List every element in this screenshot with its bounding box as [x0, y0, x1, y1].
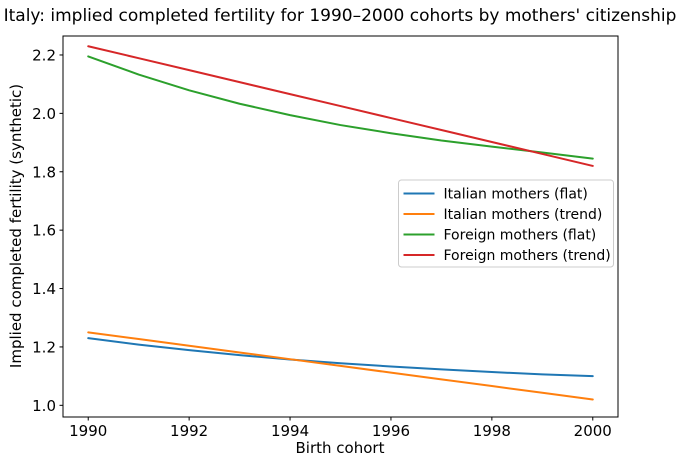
x-tick-label: 1994	[271, 422, 309, 440]
legend-entry-label: Foreign mothers (trend)	[444, 248, 611, 264]
x-tick-label: 1998	[473, 422, 511, 440]
y-tick-label: 1.8	[32, 163, 56, 181]
x-axis-ticks: 1990 1992 1994 1996 1998 2000	[69, 417, 612, 440]
y-tick-label: 1.2	[32, 338, 56, 356]
series-line	[87, 331, 594, 401]
y-axis-ticks: 1.0 1.2 1.4 1.6 1.8 2.0 2.2	[32, 46, 63, 415]
legend-box	[398, 179, 614, 268]
x-tick-label: 2000	[574, 422, 612, 440]
x-axis-label: Birth cohort	[296, 439, 385, 457]
series-line	[87, 45, 594, 167]
x-tick-label: 1996	[372, 422, 410, 440]
legend-entry-label: Italian mothers (trend)	[444, 207, 603, 223]
series-line	[87, 337, 594, 378]
y-tick-label: 2.2	[32, 46, 56, 64]
x-tick-label: 1992	[170, 422, 208, 440]
x-tick-label: 1990	[69, 422, 107, 440]
y-tick-label: 2.0	[32, 105, 56, 123]
y-axis-label: Implied completed fertility (synthetic)	[7, 84, 25, 368]
series-line	[87, 55, 594, 160]
plot-frame	[62, 35, 619, 418]
legend-entry-label: Foreign mothers (flat)	[444, 228, 597, 244]
y-tick-label: 1.0	[32, 397, 56, 415]
legend: Italian mothers (flat) Italian mothers (t…	[398, 179, 614, 268]
y-tick-label: 1.4	[32, 280, 56, 298]
y-tick-label: 1.6	[32, 222, 56, 240]
series-lines	[87, 45, 594, 401]
legend-entry-label: Italian mothers (flat)	[444, 187, 588, 203]
chart-title: Italy: implied completed fertility for 1…	[4, 6, 677, 26]
